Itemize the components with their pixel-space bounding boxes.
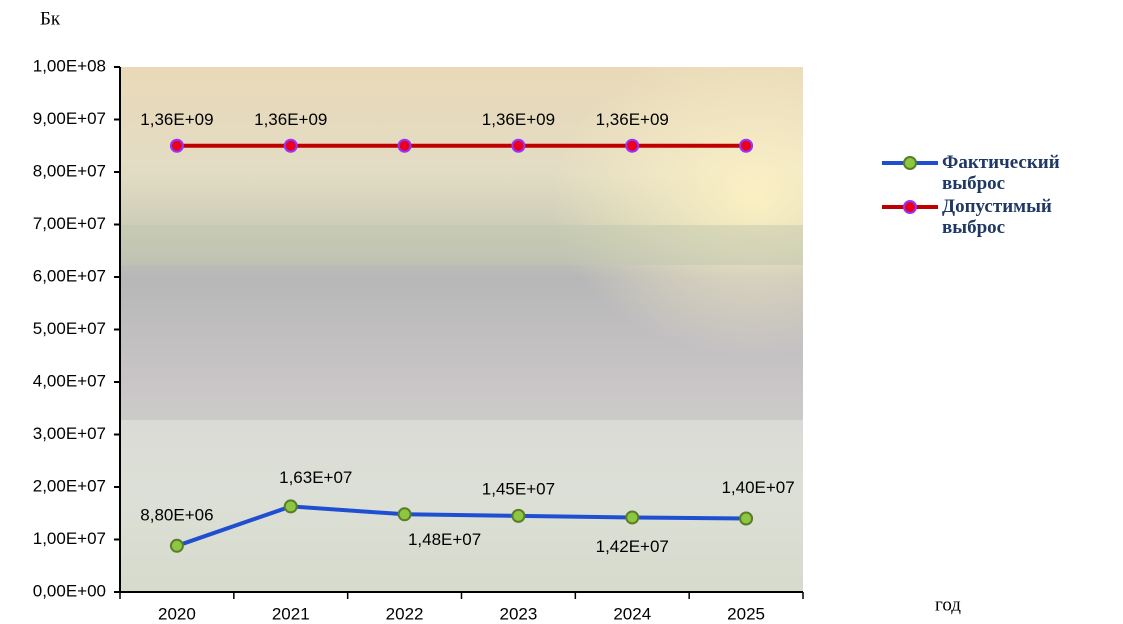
data-label: 1,45E+07 bbox=[482, 479, 555, 498]
data-point bbox=[397, 507, 412, 522]
data-label: 1,63E+07 bbox=[279, 468, 352, 487]
legend-swatch bbox=[882, 156, 938, 170]
y-tick-label: 7,00E+07 bbox=[33, 214, 106, 233]
x-tick-label: 2025 bbox=[727, 604, 765, 623]
y-tick-label: 8,00E+07 bbox=[33, 161, 106, 180]
data-point bbox=[283, 138, 298, 153]
data-point bbox=[739, 511, 754, 526]
data-label: 1,48E+07 bbox=[408, 530, 481, 549]
data-point bbox=[283, 499, 298, 514]
y-tick-label: 4,00E+07 bbox=[33, 371, 106, 390]
series-line bbox=[176, 504, 747, 548]
x-tick-label: 2024 bbox=[613, 604, 651, 623]
annotation: 1,36E+09 bbox=[482, 110, 555, 129]
y-tick-label: 6,00E+07 bbox=[33, 266, 106, 285]
y-tick-label: 0,00E+00 bbox=[33, 581, 106, 600]
data-point bbox=[397, 138, 412, 153]
y-tick-label: 2,00E+07 bbox=[33, 476, 106, 495]
y-axis-title: Бк bbox=[40, 8, 61, 29]
legend-entry: Фактический выброс bbox=[880, 152, 1070, 194]
legend-label: Фактический выброс bbox=[942, 152, 1060, 194]
legend: Фактический выброс Допустимый выброс bbox=[880, 152, 1070, 240]
legend-entry: Допустимый выброс bbox=[880, 196, 1070, 238]
data-point bbox=[625, 510, 640, 525]
x-tick-label: 2021 bbox=[272, 604, 310, 623]
y-tick-label: 3,00E+07 bbox=[33, 424, 106, 443]
data-label: 8,80E+06 bbox=[140, 505, 213, 524]
annotation: 1,36E+09 bbox=[596, 110, 669, 129]
data-point bbox=[511, 138, 526, 153]
data-point bbox=[625, 138, 640, 153]
legend-marker bbox=[903, 200, 917, 214]
data-label: 1,42E+07 bbox=[596, 537, 669, 556]
x-tick-label: 2020 bbox=[158, 604, 196, 623]
y-tick-label: 1,00E+08 bbox=[33, 56, 106, 75]
data-point bbox=[511, 508, 526, 523]
plot-background-shore bbox=[120, 225, 803, 265]
y-tick-label: 1,00E+07 bbox=[33, 529, 106, 548]
annotation: 1,36E+09 bbox=[254, 110, 327, 129]
data-point bbox=[169, 538, 184, 553]
data-point bbox=[739, 138, 754, 153]
plot-background-flowers bbox=[120, 420, 803, 592]
x-tick-label: 2023 bbox=[500, 604, 538, 623]
data-point bbox=[169, 138, 184, 153]
legend-label: Допустимый выброс bbox=[942, 196, 1052, 238]
data-label: 1,40E+07 bbox=[721, 478, 794, 497]
x-axis-title: год bbox=[935, 594, 961, 615]
legend-marker bbox=[903, 156, 917, 170]
y-tick-label: 5,00E+07 bbox=[33, 319, 106, 338]
y-tick-label: 9,00E+07 bbox=[33, 109, 106, 128]
x-tick-label: 2022 bbox=[386, 604, 424, 623]
legend-swatch bbox=[882, 200, 938, 214]
annotation: 1,36E+09 bbox=[140, 110, 213, 129]
